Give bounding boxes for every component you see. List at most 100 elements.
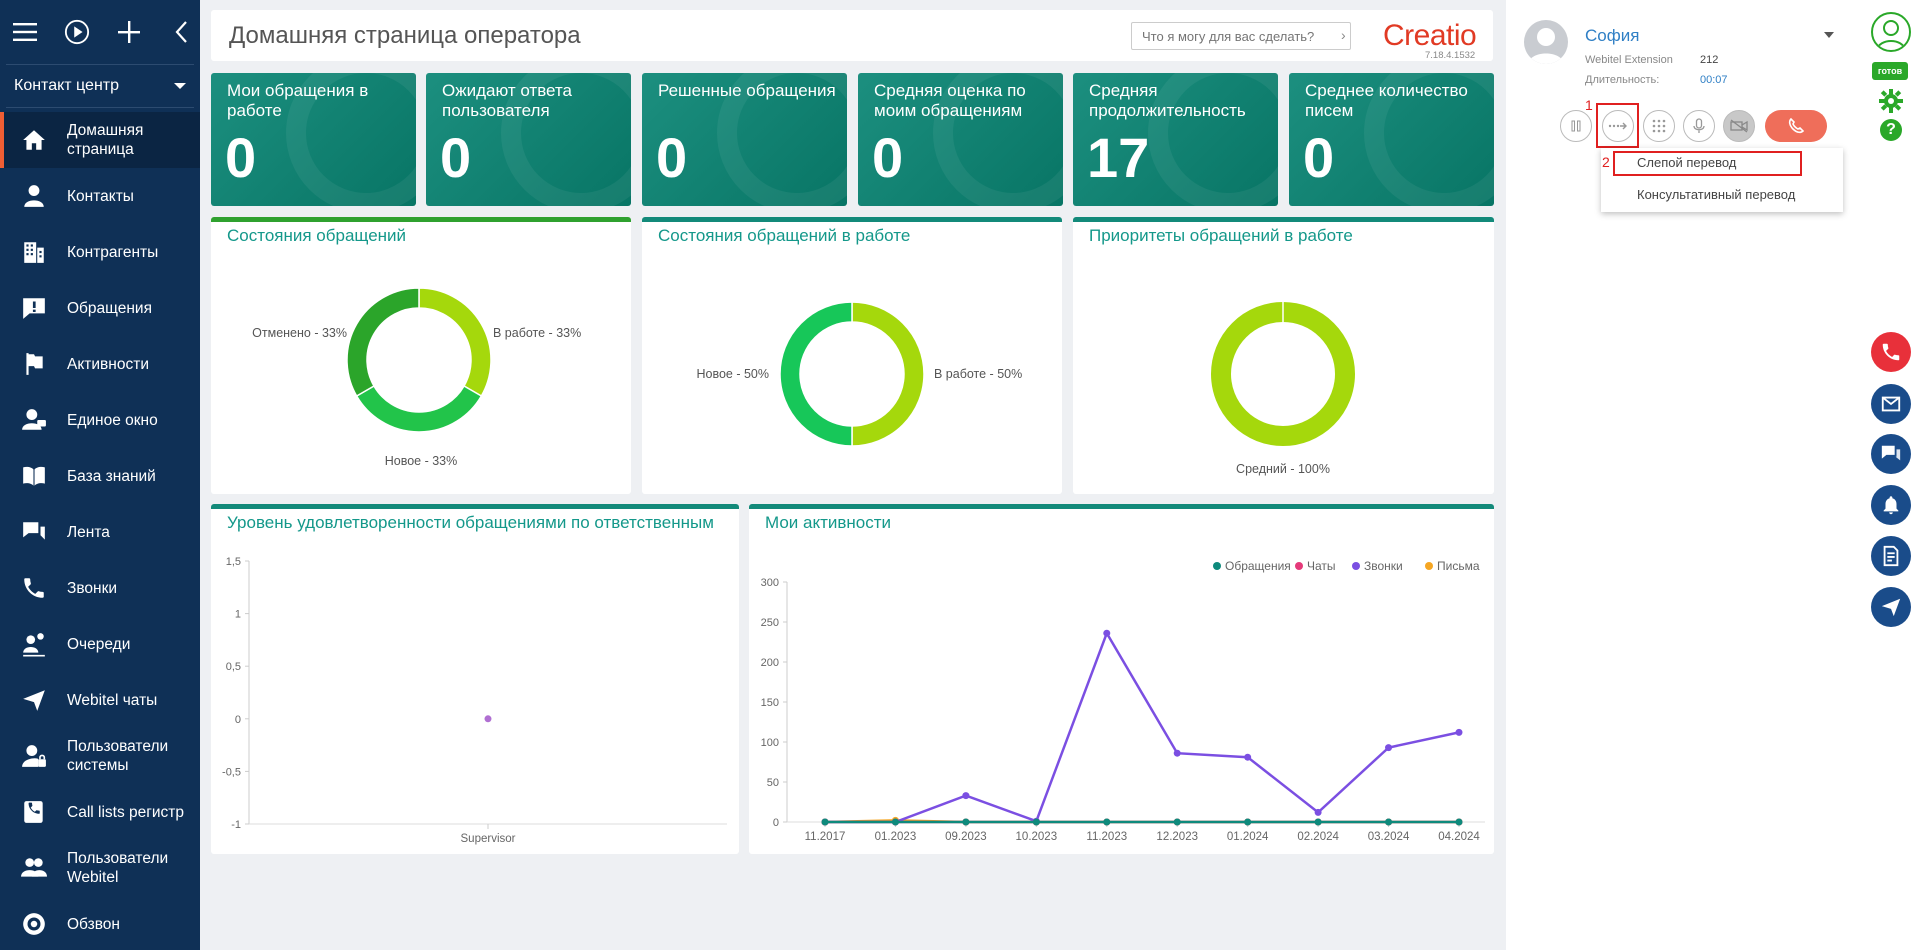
chat-channel-button[interactable]: [1871, 434, 1911, 474]
notifications-button[interactable]: [1871, 485, 1911, 525]
slice-label: В работе - 50%: [934, 367, 1022, 381]
scatter-satisfaction: 1,5 1 0,5 0 -0,5 -1 Supervisor: [222, 556, 727, 845]
status-badge[interactable]: готов: [1872, 62, 1908, 80]
sidebar-item-9[interactable]: Очереди: [0, 616, 200, 672]
series-point[interactable]: [821, 818, 829, 826]
donut-slice[interactable]: [1211, 302, 1355, 446]
sidebar-item-10[interactable]: Webitel чаты: [0, 672, 200, 728]
workplace-selector[interactable]: Контакт центр: [0, 65, 200, 107]
send-icon: [20, 686, 48, 714]
sidebar-item-label: Контрагенты: [67, 243, 159, 261]
x-tick-label: 04.2024: [1438, 831, 1480, 843]
donut-slice[interactable]: [418, 287, 492, 398]
series-point[interactable]: [1385, 744, 1393, 752]
donut-slice[interactable]: [851, 301, 925, 447]
series-point[interactable]: [962, 792, 970, 800]
kpi-title: Решенные обращения: [658, 81, 836, 100]
operator-panel: [1506, 0, 1874, 950]
donut-slice[interactable]: [346, 287, 420, 398]
sidebar-item-5[interactable]: Единое окно: [0, 392, 200, 448]
donut-slice[interactable]: [355, 384, 483, 433]
series-point[interactable]: [1173, 749, 1181, 757]
page-header: Домашняя страница оператора › Creatio 7.…: [211, 10, 1493, 61]
gear-icon[interactable]: [1878, 88, 1904, 119]
dialpad-button[interactable]: [1643, 110, 1675, 142]
sidebar-item-13[interactable]: Пользователи Webitel: [0, 840, 200, 896]
agent-status-avatar[interactable]: [1871, 12, 1911, 52]
sidebar-item-0[interactable]: Домашняя страница: [0, 112, 200, 168]
mute-button[interactable]: [1683, 110, 1715, 142]
widget-title: Состояния обращений: [227, 226, 407, 245]
documents-button[interactable]: [1871, 536, 1911, 576]
version-label: 7.18.4.1532: [1425, 50, 1476, 61]
widget-case-states: Состояния обращений Отменено - 33% В рабо…: [211, 217, 631, 494]
chat-icon: [20, 518, 48, 546]
collapse-icon[interactable]: [168, 19, 194, 45]
legend-label[interactable]: Обращения: [1225, 559, 1291, 573]
series-point[interactable]: [1314, 808, 1322, 816]
person-icon: [20, 182, 48, 210]
transfer-button[interactable]: [1602, 110, 1634, 142]
sidebar-item-label: Call lists регистр: [67, 803, 185, 821]
sidebar-item-2[interactable]: Контрагенты: [0, 224, 200, 280]
phone-channel-button[interactable]: [1871, 332, 1911, 372]
sidebar-item-6[interactable]: База знаний: [0, 448, 200, 504]
legend-label[interactable]: Чаты: [1307, 559, 1336, 573]
series-point[interactable]: [962, 818, 970, 826]
kpi-resolved[interactable]: Решенные обращения 0: [642, 73, 847, 206]
donut-case-priorities: Средний - 100%: [1211, 302, 1355, 476]
email-channel-button[interactable]: [1871, 384, 1911, 424]
hangup-icon: [1788, 117, 1805, 134]
kpi-avg-duration[interactable]: Средняя продолжительность 17: [1073, 73, 1278, 206]
sidebar-item-14[interactable]: Обзвон: [0, 896, 200, 950]
kpi-avg-emails[interactable]: Среднее количество писем 0: [1289, 73, 1494, 206]
kpi-avg-rating[interactable]: Средняя оценка по моим обращениям 0: [858, 73, 1063, 206]
sidebar-item-7[interactable]: Лента: [0, 504, 200, 560]
send-icon: [1881, 598, 1901, 617]
x-tick-label: 01.2024: [1227, 831, 1269, 843]
operator-name[interactable]: София: [1585, 26, 1640, 45]
play-icon[interactable]: [64, 19, 90, 45]
kpi-my-cases[interactable]: Мои обращения в работе 0: [211, 73, 416, 206]
kpi-value: 0: [1303, 126, 1335, 189]
sidebar-item-3[interactable]: Обращения: [0, 280, 200, 336]
chevron-right-icon[interactable]: ›: [1341, 27, 1346, 43]
series-point[interactable]: [1103, 629, 1111, 637]
consult-transfer-item[interactable]: Консультативный перевод: [1637, 187, 1796, 202]
legend-label[interactable]: Звонки: [1364, 559, 1403, 573]
plus-icon[interactable]: [116, 19, 142, 45]
document-icon: [1883, 545, 1899, 567]
sidebar-item-4[interactable]: Активности: [0, 336, 200, 392]
help-icon[interactable]: ?: [1880, 119, 1902, 141]
chevron-down-icon[interactable]: [1824, 32, 1834, 38]
sidebar-item-11[interactable]: Пользователи системы: [0, 728, 200, 784]
series-point[interactable]: [1103, 818, 1111, 826]
sidebar-item-12[interactable]: Call lists регистр: [0, 784, 200, 840]
series-point[interactable]: [1314, 818, 1322, 826]
series-point[interactable]: [1032, 818, 1040, 826]
series-point[interactable]: [1244, 753, 1252, 761]
command-line-input[interactable]: [1131, 22, 1351, 50]
series-point[interactable]: [1244, 818, 1252, 826]
hangup-button[interactable]: [1765, 110, 1827, 142]
series-point[interactable]: [1455, 728, 1463, 736]
legend-label[interactable]: Письма: [1437, 559, 1480, 573]
kpi-awaiting-user[interactable]: Ожидают ответа пользователя 0: [426, 73, 631, 206]
donut-slice[interactable]: [779, 301, 853, 447]
series-point[interactable]: [1455, 818, 1463, 826]
donut-case-states-work: Новое - 50% В работе - 50%: [696, 301, 1022, 447]
series-point[interactable]: [891, 818, 899, 826]
series-point[interactable]: [1173, 818, 1181, 826]
sidebar-item-1[interactable]: Контакты: [0, 168, 200, 224]
user-lock-icon: [20, 742, 48, 770]
blind-transfer-item[interactable]: Слепой перевод: [1637, 155, 1737, 170]
sidebar-item-8[interactable]: Звонки: [0, 560, 200, 616]
step-marker-2: 2: [1602, 154, 1610, 170]
hold-button[interactable]: [1560, 110, 1592, 142]
menu-icon[interactable]: [12, 19, 38, 45]
widget-case-states-work: Состояния обращений в работе Новое - 50%…: [642, 217, 1062, 494]
scatter-point[interactable]: [484, 715, 492, 723]
video-button[interactable]: [1723, 110, 1755, 142]
send-button[interactable]: [1871, 587, 1911, 627]
series-point[interactable]: [1385, 818, 1393, 826]
